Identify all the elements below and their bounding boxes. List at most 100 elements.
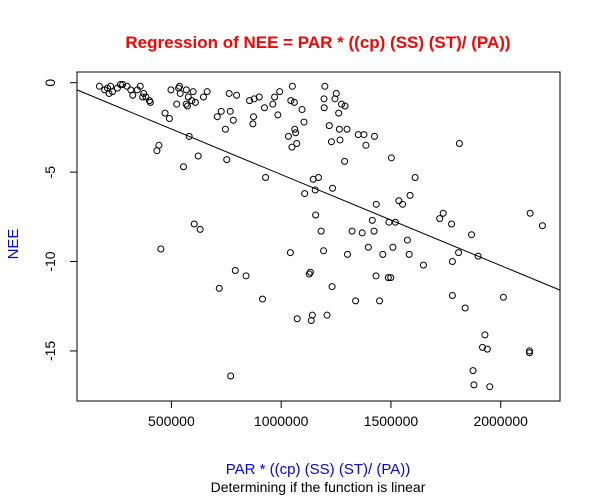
data-point [305, 270, 313, 278]
data-point [387, 274, 395, 282]
data-point [483, 345, 491, 353]
y-tick-label: -10 [42, 251, 58, 271]
data-point [338, 100, 346, 108]
data-point [332, 89, 340, 97]
data-point [312, 211, 320, 219]
data-point [385, 218, 393, 226]
data-point [384, 274, 392, 282]
data-point [109, 88, 117, 96]
data-point [354, 131, 362, 139]
data-point [481, 331, 489, 339]
data-point [341, 102, 349, 110]
data-point [320, 104, 328, 112]
data-point [470, 381, 478, 389]
data-point [292, 129, 300, 137]
data-point [298, 106, 306, 114]
data-point [372, 272, 380, 280]
data-point [538, 222, 546, 230]
data-point [405, 250, 413, 258]
data-point [259, 295, 267, 303]
data-point [95, 82, 103, 90]
x-axis-label: PAR * ((cp) (SS) (ST)/ (PA)) [226, 461, 410, 478]
data-point [499, 293, 507, 301]
data-point [203, 88, 211, 96]
data-point [335, 125, 343, 133]
y-tick-label: -5 [42, 166, 58, 179]
data-point [287, 97, 295, 105]
data-point [274, 111, 282, 119]
data-point [291, 125, 299, 133]
data-point [290, 98, 298, 106]
data-point [190, 220, 198, 228]
data-point [360, 131, 368, 139]
data-point [311, 186, 319, 194]
data-point [249, 120, 257, 128]
data-point [325, 122, 333, 130]
plot-frame [76, 71, 561, 402]
data-point [399, 200, 407, 208]
data-point [142, 93, 150, 101]
data-point [182, 100, 190, 108]
data-point [223, 156, 231, 164]
data-point [226, 107, 234, 115]
data-point [271, 93, 279, 101]
data-point [448, 220, 456, 228]
data-point [136, 82, 144, 90]
data-point [146, 98, 154, 106]
x-tick-label: 500000 [148, 413, 195, 429]
data-point [308, 311, 316, 319]
chart-subtitle: Determining if the function is linear [211, 479, 426, 495]
data-point [260, 104, 268, 112]
data-point [368, 216, 376, 224]
data-point [336, 136, 344, 144]
data-point [323, 311, 331, 319]
data-point [321, 82, 329, 90]
data-point [242, 272, 250, 280]
data-point [461, 304, 469, 312]
data-point [474, 252, 482, 260]
y-tick-label: -15 [42, 341, 58, 361]
data-point [300, 118, 308, 126]
data-point [139, 93, 147, 101]
data-point [286, 249, 294, 257]
data-point [250, 113, 258, 121]
data-point [161, 109, 169, 117]
data-point [341, 157, 349, 165]
data-point [335, 109, 343, 117]
data-point [362, 141, 370, 149]
data-point [364, 243, 372, 251]
data-point [301, 190, 309, 198]
data-point [370, 132, 378, 140]
data-point [469, 367, 477, 375]
data-point [486, 383, 494, 391]
data-point [182, 86, 190, 94]
data-point [188, 97, 196, 105]
data-point [448, 292, 456, 300]
data-point [448, 258, 456, 266]
data-point [293, 315, 301, 323]
data-point [229, 116, 237, 124]
data-point [199, 93, 207, 101]
data-point [329, 184, 337, 192]
data-point [389, 243, 397, 251]
data-point [116, 81, 124, 89]
data-point [348, 227, 356, 235]
data-point [455, 249, 463, 257]
data-point [276, 88, 284, 96]
x-tick-label: 2000000 [473, 413, 528, 429]
data-point [439, 209, 447, 217]
data-point [315, 173, 322, 181]
data-point [479, 343, 487, 351]
data-point [269, 100, 277, 108]
data-point [372, 200, 380, 208]
x-tick-label: 1500000 [364, 413, 419, 429]
data-point [395, 197, 403, 205]
data-point [526, 209, 534, 217]
data-point [320, 247, 328, 255]
data-point [140, 89, 148, 97]
x-tick-label: 1000000 [254, 413, 309, 429]
data-point [327, 138, 335, 146]
data-point [191, 98, 199, 106]
data-point [343, 125, 351, 133]
